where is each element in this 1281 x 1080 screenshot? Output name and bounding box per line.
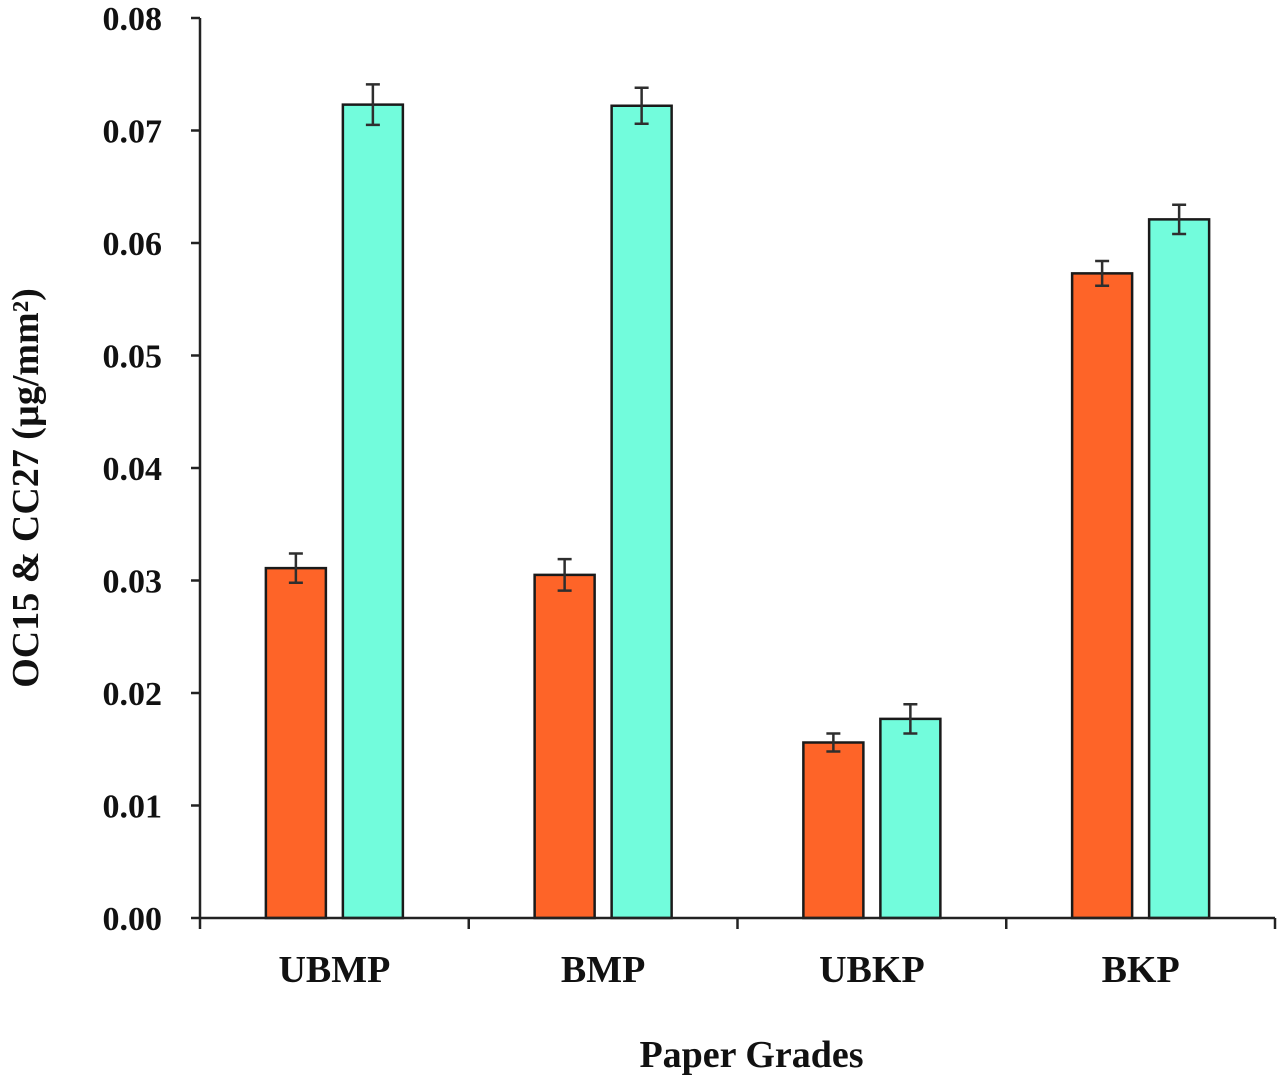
y-tick-label: 0.00 (103, 901, 163, 938)
y-tick-label: 0.08 (103, 1, 163, 38)
error-bar (1095, 259, 1110, 287)
bar (1070, 272, 1134, 920)
y-tick-label: 0.02 (103, 676, 163, 713)
x-axis-title: Paper Grades (639, 1034, 863, 1076)
error-bar (288, 552, 303, 584)
x-tick-label: BKP (1102, 949, 1180, 991)
x-axis-ticks: UBMP BMP UBKP BKP (198, 918, 1277, 991)
error-bars (288, 83, 1187, 753)
y-tick-label: 0.05 (103, 339, 163, 376)
bar (879, 717, 942, 920)
error-bar (557, 557, 572, 592)
y-tick-label: 0.07 (103, 114, 163, 151)
bar (802, 741, 865, 920)
y-axis-ticks: 0.00 0.01 0.02 0.03 0.04 0.05 0.06 0.07 0.08 (103, 1, 200, 938)
bar (264, 566, 328, 920)
y-axis-title: OC15 & CC27 (µg/mm²) (5, 288, 47, 688)
bar (341, 103, 405, 920)
error-bar (365, 83, 380, 127)
bar (533, 573, 596, 920)
x-tick-label: UBKP (819, 949, 925, 991)
error-bar (903, 703, 918, 735)
y-tick-label: 0.04 (103, 451, 163, 488)
y-tick-label: 0.01 (103, 789, 163, 826)
bar (610, 104, 673, 920)
error-bar (1172, 203, 1187, 236)
error-bar (634, 86, 649, 125)
x-tick-label: BMP (561, 949, 645, 991)
bar (1147, 218, 1211, 920)
y-tick-label: 0.03 (103, 564, 163, 601)
error-bar (826, 732, 841, 753)
x-tick-label: UBMP (278, 949, 390, 991)
y-tick-label: 0.06 (103, 226, 163, 263)
bars (264, 103, 1211, 920)
